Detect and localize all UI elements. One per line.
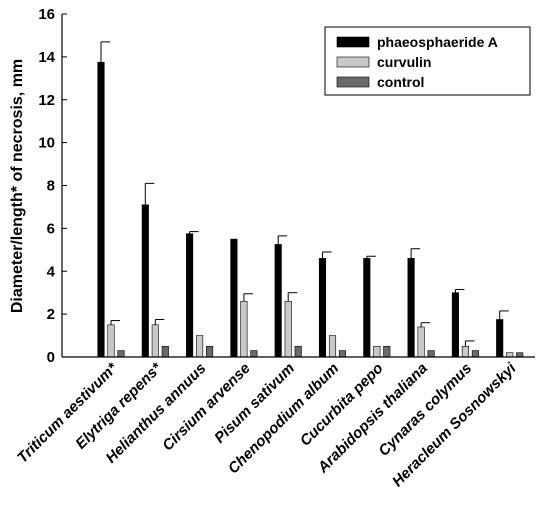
bar-curvulin <box>151 324 159 358</box>
legend-swatch <box>336 76 370 88</box>
bar-control <box>250 350 258 358</box>
bar-curvulin <box>284 300 292 358</box>
bar-curvulin <box>328 335 337 358</box>
bar-curvulin <box>417 326 425 358</box>
y-tick-label: 14 <box>38 49 55 66</box>
bar-phaeosphaeride-a <box>186 233 194 358</box>
legend-swatch <box>336 56 370 68</box>
bar-phaeosphaeride-a <box>451 292 459 358</box>
legend: phaeosphaeride A curvulin control <box>324 26 531 96</box>
bar-control <box>338 350 347 358</box>
bar-phaeosphaeride-a <box>496 319 504 358</box>
y-tick-label: 4 <box>47 263 56 280</box>
bar-phaeosphaeride-a <box>141 204 149 358</box>
y-tick-label: 8 <box>47 178 55 195</box>
y-tick-label: 16 <box>38 6 55 23</box>
bar-curvulin <box>240 300 248 358</box>
y-axis-title-group: Diameter/length* of necrosis, mm <box>9 59 26 313</box>
bar-control <box>427 350 435 358</box>
bar-control <box>471 350 479 358</box>
bar-control <box>161 345 169 358</box>
bar-curvulin <box>461 345 469 358</box>
bar-curvulin <box>107 324 115 358</box>
bar-phaeosphaeride-a <box>274 244 282 358</box>
bar-control <box>117 350 125 358</box>
axes-layer: 0 2 4 6 8 10 12 14 16 <box>38 6 535 366</box>
bars-layer <box>97 61 524 358</box>
legend-label: control <box>377 74 424 90</box>
y-tick-label: 12 <box>38 92 55 109</box>
y-tick-label: 10 <box>38 135 55 152</box>
bar-control <box>206 345 214 358</box>
y-tick-label: 6 <box>47 220 55 237</box>
bar-curvulin <box>196 335 204 358</box>
bar-curvulin <box>373 345 381 358</box>
bar-phaeosphaeride-a <box>97 61 105 358</box>
bar-control <box>383 345 391 358</box>
legend-label: phaeosphaeride A <box>377 34 498 50</box>
bar-curvulin <box>506 352 514 358</box>
legend-swatch <box>336 36 370 48</box>
category-labels-layer: Triticum aestivum*Elytriga repens*Helian… <box>14 359 520 490</box>
category-label: Pisum sativum <box>211 360 298 447</box>
bar-control <box>294 345 302 358</box>
bar-phaeosphaeride-a <box>230 238 238 358</box>
error-bars-layer <box>100 41 509 347</box>
y-tick-label: 2 <box>47 306 55 323</box>
y-axis-title: Diameter/length* of necrosis, mm <box>9 59 26 313</box>
bar-control <box>516 352 524 358</box>
bar-phaeosphaeride-a <box>363 258 371 358</box>
bar-phaeosphaeride-a <box>407 258 415 358</box>
bar-phaeosphaeride-a <box>318 258 327 358</box>
y-tick-label: 0 <box>47 349 55 366</box>
legend-label: curvulin <box>377 54 431 70</box>
